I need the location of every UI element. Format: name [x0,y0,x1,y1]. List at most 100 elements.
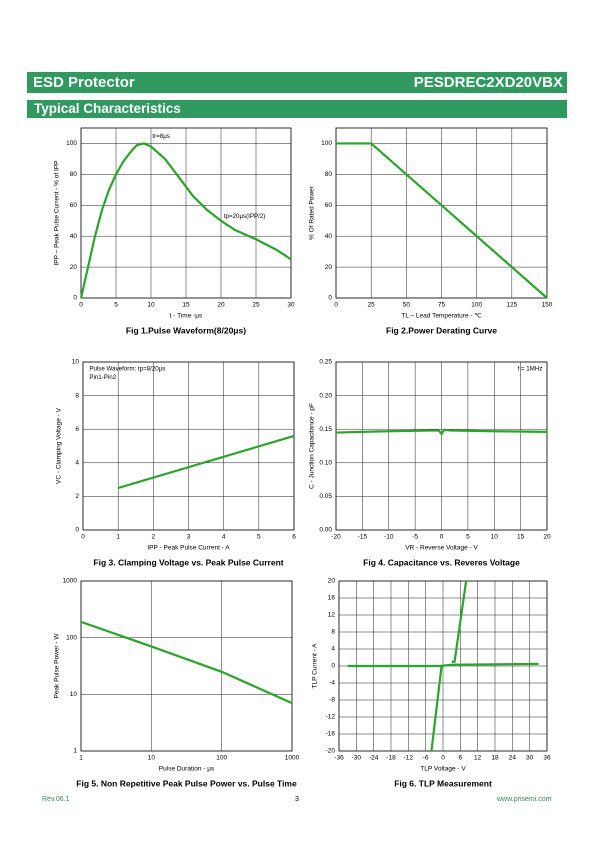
y-tick-label: 40 [70,233,78,240]
y-tick-label: 1000 [63,578,78,585]
caption: Fig 2.Power Derating Curve [386,325,497,335]
x-tick-label: 20 [217,302,225,309]
header-right: PESDREC2XD20VBX [413,74,563,91]
section-title: Typical Characteristics [34,101,181,116]
series-line [80,620,293,705]
x-tick-label: 18 [491,755,499,762]
y-axis-label: VC - Clamping Voltage - V [56,407,63,484]
annotation: tr=8μs [152,133,170,140]
y-tick-label: -8 [329,697,335,704]
y-tick-label: 100 [321,140,332,147]
x-tick-label: 5 [114,302,118,309]
series-line [335,428,548,436]
annotation: tp=20μs(IPP/2) [224,213,266,220]
y-tick-label: 0 [328,295,332,302]
x-tick-label: 100 [216,755,227,762]
x-tick-label: 4 [222,534,226,541]
x-tick-label: 75 [438,302,446,309]
y-tick-label: 0.15 [319,426,332,433]
y-tick-label: -4 [329,680,335,687]
annotation: f = 1MHz [517,365,542,372]
x-tick-label: 2 [152,534,156,541]
x-axis-label: Pulse Duration - μs [159,766,215,773]
annotation: Pulse Waveform: tp=8/20μs [89,365,165,372]
y-tick-label: 4 [75,460,79,467]
x-tick-label: 5 [466,534,470,541]
x-tick-label: -10 [384,534,394,541]
x-tick-label: 0 [441,755,445,762]
x-tick-label: 36 [543,755,551,762]
x-axis-label: TLP Voltage - V [420,766,466,773]
footer-rev: Rev.06.1 [42,796,70,803]
x-tick-label: 125 [506,302,517,309]
x-tick-label: 25 [368,302,376,309]
y-tick-label: -20 [326,748,336,755]
y-tick-label: 8 [75,392,79,399]
y-tick-label: 0 [331,663,335,670]
x-tick-label: -36 [334,755,344,762]
x-tick-label: 10 [491,534,499,541]
x-tick-label: 5 [257,534,261,541]
x-tick-label: 0 [79,302,83,309]
footer-url: www.prisemi.com [497,796,552,803]
caption: Fig 5. Non Repetitive Peak Pulse Power v… [76,778,297,788]
x-tick-label: 24 [509,755,517,762]
series-line [79,142,292,299]
caption: Fig 4. Capacitance vs. Reveres Voltage [363,557,520,567]
x-axis-label: t - Time -μs [170,313,203,320]
header-left: ESD Protector [33,74,135,91]
y-tick-label: 10 [70,691,78,698]
y-tick-label: 4 [331,646,335,653]
y-axis-label: % Of Rated Power [309,185,316,240]
x-tick-label: 30 [526,755,534,762]
x-tick-label: 10 [148,755,156,762]
annotation: Pin1-Pin2 [89,374,116,381]
y-tick-label: 60 [325,202,333,209]
x-tick-label: 20 [543,534,551,541]
x-tick-label: 1000 [285,755,300,762]
y-tick-label: 0.25 [319,359,332,366]
x-tick-label: -20 [331,534,341,541]
y-axis-label: C - Junction Capacitance - pF [309,403,316,489]
y-tick-label: 0 [73,295,77,302]
x-tick-label: 30 [287,302,295,309]
x-axis-label: TL – Lead Temperature - ℃ [401,313,482,320]
caption: Fig 6. TLP Measurement [394,778,492,788]
y-tick-label: 100 [66,634,77,641]
x-tick-label: -12 [404,755,414,762]
series-line [347,662,539,668]
y-tick-label: 0 [75,527,79,534]
x-tick-label: 0 [440,534,444,541]
y-tick-label: 1 [73,748,77,755]
y-tick-label: 20 [328,578,336,585]
y-tick-label: 16 [328,595,336,602]
x-tick-label: 1 [116,534,120,541]
caption: Fig 3. Clamping Voltage vs. Peak Pulse C… [93,557,283,567]
x-tick-label: 0 [81,534,85,541]
x-tick-label: 6 [292,534,296,541]
x-tick-label: 50 [403,302,411,309]
x-tick-label: 6 [459,755,463,762]
caption: Fig 1.Pulse Waveform(8/20μs) [126,325,246,335]
y-tick-label: 0.20 [319,392,332,399]
y-tick-label: 100 [66,140,77,147]
y-tick-label: 20 [70,264,78,271]
footer-page: 3 [295,796,299,803]
plot-area [80,580,293,752]
x-tick-label: 25 [252,302,260,309]
y-tick-label: 10 [72,359,80,366]
y-tick-label: 0.05 [319,493,332,500]
series-line [117,434,295,490]
y-axis-label: TLP Current - A [312,643,319,689]
y-axis-label: IPP – Peak Pulse Current - % of IPP [54,160,61,265]
x-tick-label: 12 [474,755,482,762]
x-tick-label: -24 [369,755,379,762]
y-tick-label: 8 [331,629,335,636]
x-axis-label: IPP - Peak Pulse Current - A [147,545,230,552]
x-tick-label: 3 [187,534,191,541]
y-tick-label: 40 [325,233,333,240]
y-tick-label: -16 [326,731,336,738]
series-line [430,665,443,752]
